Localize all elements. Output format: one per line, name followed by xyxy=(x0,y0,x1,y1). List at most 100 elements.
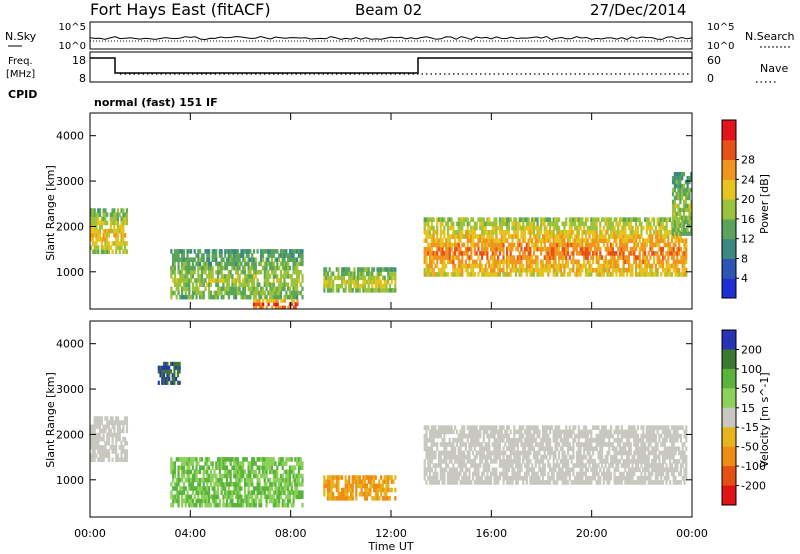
echo-cell xyxy=(197,490,200,495)
echo-cell xyxy=(480,446,484,452)
echo-cell xyxy=(173,282,177,287)
echo-cell xyxy=(536,259,539,265)
echo-cell xyxy=(565,217,568,222)
echo-cell xyxy=(374,483,377,489)
echo-cell xyxy=(337,491,340,497)
echo-cell xyxy=(518,238,521,244)
echo-cell xyxy=(90,220,93,226)
echo-cell xyxy=(638,267,641,273)
echo-cell xyxy=(626,454,629,460)
echo-cell xyxy=(536,442,539,447)
echo-cell xyxy=(550,242,554,248)
echo-cell xyxy=(482,238,485,244)
echo-cell xyxy=(461,429,464,435)
echo-cell xyxy=(477,255,480,260)
echo-cell xyxy=(263,461,266,466)
echo-cell xyxy=(608,471,611,477)
echo-cell xyxy=(364,479,367,484)
echo-cell xyxy=(202,469,205,475)
echo-cell xyxy=(547,446,550,452)
echo-cell xyxy=(98,424,102,430)
echo-cell xyxy=(191,490,195,495)
echo-cell xyxy=(253,305,256,310)
echo-cell xyxy=(215,465,218,470)
echo-cell xyxy=(115,420,118,425)
echo-cell xyxy=(215,282,218,287)
echo-cell xyxy=(527,442,530,447)
echo-cell xyxy=(486,480,489,485)
echo-cell xyxy=(90,224,93,230)
echo-cell xyxy=(532,221,536,227)
echo-cell xyxy=(461,234,464,239)
echo-cell xyxy=(432,229,435,235)
echo-cell xyxy=(513,442,516,447)
echo-cell xyxy=(175,294,178,300)
echo-cell xyxy=(513,450,516,456)
echo-cell xyxy=(506,272,509,277)
echo-cell xyxy=(292,305,295,310)
echo-cell xyxy=(220,261,223,267)
echo-cell xyxy=(527,221,530,227)
echo-cell xyxy=(441,246,444,252)
echo-cell xyxy=(489,480,493,485)
echo-cell xyxy=(242,253,245,258)
echo-cell xyxy=(624,459,627,464)
noise-sky-label: N.Sky xyxy=(5,30,37,43)
echo-cell xyxy=(473,234,476,239)
echo-cell xyxy=(457,459,460,464)
echo-cell xyxy=(292,269,295,275)
echo-cell xyxy=(254,469,257,475)
echo-cell xyxy=(216,461,220,466)
echo-cell xyxy=(251,465,254,470)
echo-cell xyxy=(233,249,236,254)
echo-cell xyxy=(258,482,261,487)
echo-cell xyxy=(629,442,632,447)
echo-cell xyxy=(547,425,550,430)
echo-cell xyxy=(242,294,245,300)
echo-cell xyxy=(97,449,100,454)
echo-cell xyxy=(109,216,112,222)
echo-cell xyxy=(434,463,437,468)
echo-cell xyxy=(193,278,196,283)
echo-cell xyxy=(454,425,457,430)
echo-cell xyxy=(437,217,441,222)
echo-cell xyxy=(554,246,557,252)
echo-cell xyxy=(514,263,518,269)
echo-cell xyxy=(550,446,554,452)
echo-cell xyxy=(348,267,351,272)
echo-cell xyxy=(522,442,525,447)
echo-cell xyxy=(362,279,365,285)
echo-cell xyxy=(495,475,498,481)
echo-cell xyxy=(674,229,677,235)
echo-cell xyxy=(549,425,552,430)
echo-cell xyxy=(448,259,451,265)
echo-cell xyxy=(635,221,638,227)
echo-cell xyxy=(608,442,611,447)
echo-cell xyxy=(522,263,525,269)
echo-cell xyxy=(514,480,518,485)
echo-cell xyxy=(423,217,426,222)
echo-cell xyxy=(172,265,175,271)
echo-cell xyxy=(545,263,548,269)
echo-cell xyxy=(477,246,480,252)
echo-cell xyxy=(498,272,502,277)
echo-cell xyxy=(491,459,494,464)
echo-cell xyxy=(229,286,232,292)
echo-cell xyxy=(497,238,500,244)
echo-cell xyxy=(360,267,363,272)
echo-cell xyxy=(179,269,182,275)
echo-cell xyxy=(678,259,681,265)
echo-cell xyxy=(376,283,379,289)
echo-cell xyxy=(243,278,247,283)
echo-cell xyxy=(516,450,519,456)
echo-cell xyxy=(195,502,198,508)
echo-cell xyxy=(220,257,223,262)
echo-cell xyxy=(572,217,575,222)
echo-cell xyxy=(116,228,120,234)
echo-cell xyxy=(225,286,229,292)
echo-cell xyxy=(525,242,528,248)
echo-cell xyxy=(575,234,579,239)
echo-cell xyxy=(326,483,329,489)
echo-cell xyxy=(98,233,102,238)
echo-cell xyxy=(673,187,676,193)
